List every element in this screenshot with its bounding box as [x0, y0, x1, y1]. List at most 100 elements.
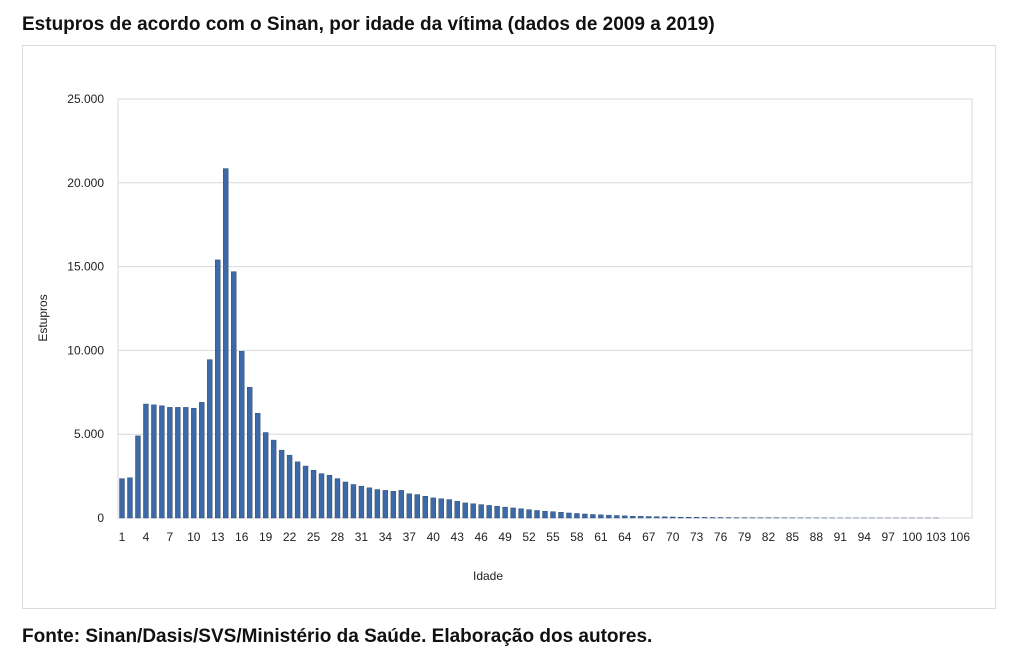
x-tick-label: 82: [762, 530, 776, 544]
x-tick-label: 64: [618, 530, 632, 544]
bar-age-6: [159, 405, 165, 519]
bar-age-55: [550, 511, 556, 519]
bar-age-38: [414, 494, 420, 519]
x-tick-label: 70: [666, 530, 680, 544]
bar-age-73: [693, 517, 700, 519]
x-tick-label: 7: [167, 530, 174, 544]
x-tick-label: 10: [187, 530, 201, 544]
y-tick-label: 5.000: [74, 427, 104, 441]
x-tick-label: 103: [926, 530, 946, 544]
bar-age-2: [127, 477, 133, 519]
bar-age-29: [342, 481, 349, 519]
bar-age-26: [318, 473, 325, 519]
bar-age-21: [278, 449, 285, 519]
bar-age-35: [390, 490, 397, 519]
x-tick-label: 85: [786, 530, 800, 544]
bar-age-32: [366, 487, 373, 519]
bar-age-59: [582, 513, 588, 519]
x-tick-label: 49: [498, 530, 512, 544]
bar-age-52: [526, 509, 532, 519]
bar-age-33: [374, 489, 381, 519]
bar-age-53: [534, 510, 540, 519]
y-tick-label: 25.000: [67, 92, 104, 106]
bar-age-42: [446, 499, 452, 519]
bar-age-46: [478, 504, 484, 519]
bar-age-5: [151, 404, 157, 519]
bar-age-9: [183, 407, 189, 519]
x-axis-label: Idade: [473, 569, 503, 583]
bar-age-31: [358, 485, 365, 519]
bar-age-20: [270, 439, 277, 519]
bar-age-36: [398, 490, 405, 519]
bar-age-13: [215, 259, 221, 519]
bar-age-23: [294, 461, 301, 519]
x-tick-label: 46: [474, 530, 488, 544]
bar-age-69: [662, 516, 668, 519]
bar-age-19: [262, 432, 269, 519]
source-note: Fonte: Sinan/Dasis/SVS/Ministério da Saú…: [22, 626, 653, 647]
bar-age-75: [709, 517, 716, 519]
bar-age-16: [239, 351, 245, 519]
x-tick-label: 91: [834, 530, 848, 544]
bar-age-66: [638, 516, 644, 519]
bar-age-63: [614, 515, 620, 519]
bar-age-17: [247, 387, 253, 519]
bar-age-15: [231, 271, 237, 519]
x-tick-label: 37: [403, 530, 417, 544]
bar-age-4: [143, 403, 149, 519]
y-tick-label: 10.000: [67, 343, 104, 357]
bar-age-68: [654, 516, 660, 519]
bar-age-37: [406, 493, 412, 519]
x-tick-label: 16: [235, 530, 249, 544]
x-tick-label: 34: [379, 530, 393, 544]
bar-age-28: [334, 478, 341, 519]
x-tick-label: 94: [858, 530, 872, 544]
bar-age-44: [462, 502, 468, 519]
bar-age-64: [622, 515, 628, 519]
bar-age-11: [199, 402, 205, 519]
y-tick-label: 20.000: [67, 176, 104, 190]
x-tick-label: 4: [143, 530, 150, 544]
plot-area-border: [117, 98, 973, 519]
bar-age-57: [566, 512, 572, 519]
x-tick-label: 31: [355, 530, 369, 544]
bar-age-62: [606, 514, 612, 519]
bars: [119, 168, 939, 519]
x-tick-label: 1: [119, 530, 126, 544]
x-tick-label: 22: [283, 530, 297, 544]
bar-age-41: [438, 498, 444, 519]
x-axis-ticks: 1 4 7 10 13 16 19 22 25 28 31 34 37 40 43 46 49 52 55 58 61 6…: [119, 530, 971, 544]
bar-age-58: [574, 513, 580, 519]
bar-age-50: [510, 507, 516, 519]
bar-age-30: [350, 484, 357, 519]
bar-age-43: [454, 501, 460, 519]
bar-age-71: [678, 516, 684, 519]
bar-age-27: [326, 475, 333, 519]
x-tick-label: 61: [594, 530, 608, 544]
y-axis-ticks: 0 5.000 10.000 15.000 20.000 25.000: [67, 92, 104, 525]
x-tick-label: 40: [427, 530, 441, 544]
x-tick-label: 97: [882, 530, 896, 544]
bar-age-22: [286, 454, 293, 519]
bar-age-60: [590, 514, 596, 519]
bar-age-14: [223, 168, 229, 519]
bar-age-7: [167, 407, 173, 519]
bar-age-51: [518, 508, 524, 519]
bar-age-1: [119, 478, 125, 519]
chart-title: Estupros de acordo com o Sinan, por idad…: [22, 14, 715, 35]
bar-age-18: [254, 413, 261, 519]
x-tick-label: 76: [714, 530, 728, 544]
x-tick-label: 28: [331, 530, 345, 544]
bar-age-47: [486, 505, 492, 519]
y-tick-label: 15.000: [67, 260, 104, 274]
x-tick-label: 100: [902, 530, 922, 544]
bar-age-24: [302, 465, 309, 519]
x-tick-label: 43: [451, 530, 465, 544]
x-tick-label: 19: [259, 530, 273, 544]
x-tick-label: 106: [950, 530, 970, 544]
x-tick-label: 13: [211, 530, 225, 544]
x-tick-label: 67: [642, 530, 656, 544]
bar-age-45: [470, 503, 476, 519]
bar-age-67: [646, 516, 652, 519]
bar-age-39: [422, 496, 428, 519]
